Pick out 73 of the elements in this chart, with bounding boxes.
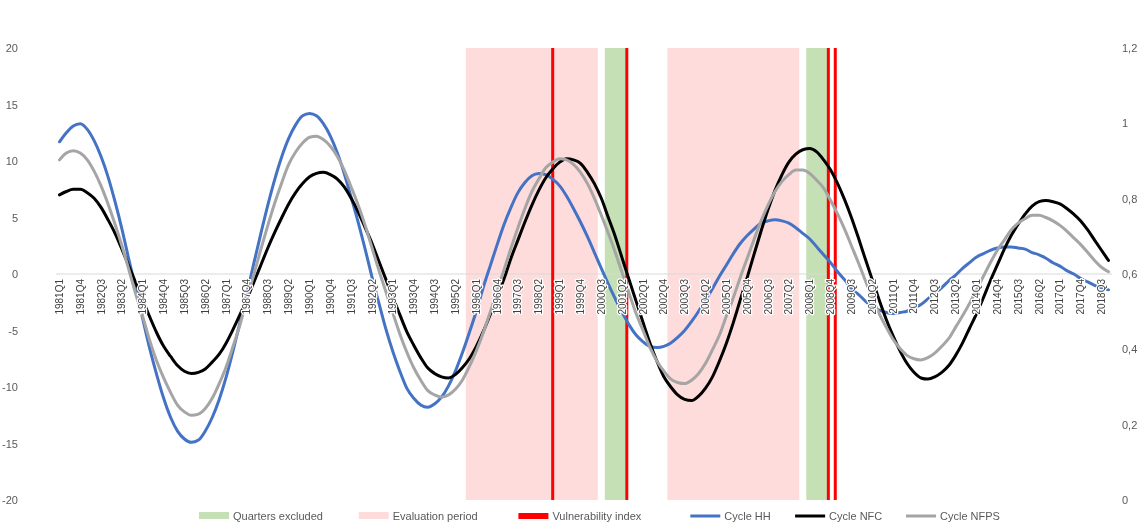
x-tick-label: 2014Q1 [971, 278, 983, 315]
x-tick-label: 2005Q4 [741, 278, 753, 315]
x-tick-label: 1988Q3 [262, 278, 274, 315]
x-tick-label: 1990Q1 [304, 278, 316, 315]
x-tick-label: 2018Q3 [1096, 278, 1107, 315]
legend-label: Quarters excluded [233, 510, 323, 522]
x-tick-label: 2004Q2 [700, 278, 712, 315]
y2-tick-label: 0,4 [1122, 343, 1138, 356]
y-tick-label: -20 [2, 494, 18, 506]
x-tick-label: 2000Q3 [595, 278, 607, 315]
x-tick-label: 2008Q1 [804, 278, 816, 315]
legend-label: Cycle HH [724, 510, 771, 522]
y2-tick-label: 1 [1122, 117, 1129, 130]
x-tick-label: 1998Q2 [533, 278, 545, 315]
x-tick-label: 1981Q1 [54, 278, 65, 315]
y-tick-label: -5 [8, 324, 18, 337]
y-tick-label: -15 [2, 437, 18, 450]
x-tick-label: 1982Q3 [95, 278, 107, 315]
x-tick-label: 1995Q2 [449, 278, 461, 315]
x-tick-label: 1989Q2 [283, 278, 295, 315]
x-tick-label: 2006Q3 [762, 278, 774, 315]
y-tick-label: 5 [11, 211, 18, 224]
x-tick-label: 1981Q4 [74, 278, 86, 315]
y2-tick-label: 1,2 [1122, 42, 1138, 54]
x-tick-label: 1992Q2 [366, 278, 378, 315]
x-tick-label: 1993Q4 [408, 278, 420, 315]
x-tick-label: 1996Q1 [470, 278, 482, 315]
y-tick-label: 20 [5, 42, 18, 54]
y-tick-label: -10 [2, 381, 18, 393]
x-tick-label: 2013Q2 [950, 278, 962, 315]
y2-tick-label: 0,8 [1122, 192, 1138, 205]
x-tick-label: 1999Q1 [554, 278, 566, 315]
y2-tick-label: 0,6 [1122, 268, 1138, 280]
x-tick-label: 2017Q1 [1054, 278, 1066, 315]
y-tick-label: 0 [11, 268, 18, 280]
legend-label: Vulnerability index [552, 510, 642, 522]
x-tick-label: 2003Q3 [679, 278, 691, 315]
x-tick-label: 1986Q2 [199, 278, 211, 315]
legend-label: Evaluation period [392, 510, 478, 522]
legend-label: Cycle NFC [829, 510, 883, 522]
y-tick-label: 10 [5, 155, 18, 167]
y2-tick-label: 0,2 [1122, 418, 1138, 431]
x-tick-label: 2008Q4 [825, 278, 837, 315]
x-tick-label: 1991Q3 [345, 278, 357, 315]
x-tick-label: 2002Q4 [658, 278, 670, 315]
y2-tick-label: 0 [1122, 494, 1129, 506]
x-tick-label: 2014Q4 [991, 278, 1003, 315]
x-tick-label: 2017Q4 [1075, 278, 1087, 315]
x-tick-label: 2005Q1 [720, 278, 732, 315]
legend-label: Cycle NFPS [940, 510, 1000, 522]
x-tick-label: 1987Q1 [220, 278, 232, 315]
x-tick-label: 1983Q2 [116, 278, 128, 315]
x-tick-label: 1984Q1 [137, 278, 149, 315]
x-tick-label: 1985Q3 [178, 278, 190, 315]
x-tick-label: 1999Q4 [574, 278, 586, 315]
x-tick-label: 2015Q3 [1012, 278, 1024, 315]
x-tick-label: 1984Q4 [158, 278, 170, 315]
x-tick-label: 1997Q3 [512, 278, 524, 315]
x-tick-label: 2011Q1 [887, 278, 899, 314]
x-tick-label: 1996Q4 [491, 278, 503, 315]
x-tick-label: 1987Q4 [241, 278, 253, 315]
x-tick-label: 2010Q2 [866, 278, 878, 315]
x-tick-label: 2011Q4 [908, 278, 920, 314]
x-tick-label: 2012Q3 [929, 278, 941, 315]
x-tick-label: 2002Q1 [637, 278, 649, 315]
y-tick-label: 15 [5, 98, 18, 111]
x-tick-label: 2009Q3 [845, 278, 857, 315]
x-tick-label: 1993Q1 [387, 278, 399, 315]
x-tick-label: 2016Q2 [1033, 278, 1045, 315]
x-tick-label: 1994Q3 [429, 278, 441, 315]
x-tick-label: 1990Q4 [324, 278, 336, 315]
x-tick-label: 2001Q2 [616, 278, 628, 315]
x-tick-label: 2007Q2 [783, 278, 795, 315]
